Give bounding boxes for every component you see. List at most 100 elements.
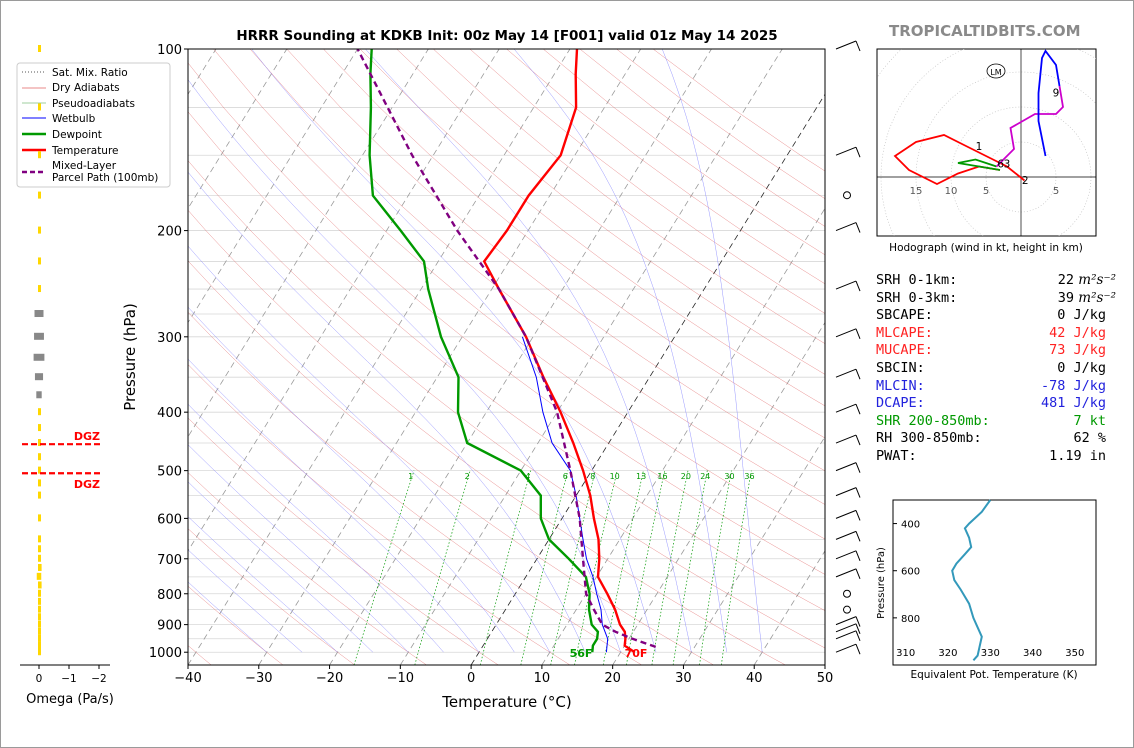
dry-adiabat [188,311,642,665]
wind-barb-shaft [835,568,857,578]
param-label: SBCAPE: [876,307,933,324]
theta-e-profile [951,499,992,661]
omega-bar [38,45,41,52]
mixing-ratio-line [550,470,596,665]
dry-adiabat [188,585,284,665]
calm-wind-circle [843,589,851,598]
moist-adiabat [188,516,338,653]
parameter-table: SRH 0-1km: 22 m²s⁻² SRH 0-3km: 39 m²s⁻² SBCA… [876,272,1116,466]
omega-bar [38,627,41,635]
wind-barb-shaft [835,630,857,640]
param-row: MLCIN: -78 J/kg [876,378,1116,396]
wind-barb-shaft [835,509,857,519]
mixing-ratio-label: 36 [744,472,754,481]
mixing-ratio-line [574,470,618,665]
isotherm-line [541,207,825,665]
wind-barb-flag [855,462,861,473]
param-value: -78 J/kg [1040,377,1106,394]
omega-bar [38,634,41,642]
param-value: 481 J/kg [1040,395,1106,412]
wind-barb-flag [855,434,861,446]
param-row: MUCAPE: 73 J/kg [876,342,1116,360]
hodograph-height-label: 6 [997,158,1004,170]
omega-bar [38,191,41,199]
omega-bar [38,408,41,416]
isotherm-line [188,49,571,665]
wind-barb-flag [855,280,861,292]
skew-t-plot-frame [187,48,826,666]
omega-bar [38,563,42,571]
omega-bar [38,641,41,649]
wind-barb-flag [855,550,861,561]
mixing-ratio-line [353,470,415,665]
theta-e-tick-label: 350 [1065,648,1084,659]
dry-adiabat [469,49,825,314]
calm-wind-circle [843,605,851,614]
moist-adiabat [188,481,374,653]
dry-adiabat [188,417,499,665]
y-tick-label: 800 [157,588,182,603]
mixing-ratio-label: 16 [657,472,667,481]
hodograph-height-label: 1 [976,141,983,153]
moist-adiabat [188,444,409,653]
param-row: SBCIN: 0 J/kg [876,360,1116,378]
wind-barb-flag [855,487,861,498]
x-tick-label: −40 [174,671,201,686]
legend-dry-adiabats: Dry Adiabats [52,82,120,94]
moist-adiabat [188,358,480,653]
x-tick-label: 30 [675,671,692,686]
dry-adiabat [188,209,786,665]
wind-barb-shaft [835,146,857,156]
hodograph-height-label: 9 [1053,88,1060,100]
moist-adiabat [188,306,515,653]
dgz-label: DGZ [74,430,100,443]
wind-barb-flag [855,510,861,521]
moist-adiabat [365,49,692,653]
param-unit: m²s⁻² [1074,272,1116,288]
isotherm-line [470,93,825,665]
param-label: DCAPE: [876,395,925,412]
omega-bar [38,453,41,461]
mixing-ratio-line [721,470,752,665]
omega-bar [38,103,41,111]
param-value: 0 J/kg [1057,307,1106,324]
hodograph-0-1km [893,134,1026,186]
omega-xlabel: Omega (Pa/s) [26,692,114,707]
isotherm-line [188,49,358,324]
wind-barb-flag [855,568,861,580]
mixing-ratio-line [414,470,471,665]
param-label: SHR 200-850mb: [876,412,990,429]
wind-barb-flag [855,222,861,233]
theta-e-y-tick-label: 600 [901,567,920,578]
param-row: RH 300-850mb: 62 % [876,430,1116,448]
legend-wetbulb: Wetbulb [52,113,96,125]
hodograph-ring-label: 5 [1053,186,1059,197]
wind-barb-shaft [835,623,857,633]
dry-adiabat [213,49,825,540]
isotherm-line [683,435,825,665]
y-tick-label: 200 [157,225,182,240]
wind-barb-flag [855,403,861,415]
hodograph-ring-label: 5 [983,186,989,197]
moist-adiabat [188,245,551,653]
mixing-ratio-label: 1 [408,472,413,481]
param-value: 7 kt [1073,412,1106,429]
isotherm-line [753,550,825,665]
omega-bar [38,620,41,628]
mixing-ratio-line [699,470,732,665]
omega-bar [38,589,41,597]
wind-barb-shaft [835,368,857,378]
skew-t-xlabel: Temperature (°C) [441,693,571,711]
omega-bar [38,226,41,234]
y-tick-label: 700 [157,553,182,568]
hodograph-ring-label: 10 [945,186,958,197]
hodograph-1-3km [957,158,1001,171]
series-temperature [482,49,636,654]
wind-barb-flag [855,531,861,542]
x-tick-label: −20 [316,671,343,686]
y-tick-label: 500 [157,465,182,480]
param-label: SRH 0-3km: [876,289,958,306]
series-mixed-layer-parcel-path-100mb- [356,49,657,649]
legend-mix-ratio: Sat. Mix. Ratio [52,67,128,79]
mixing-ratio-line [672,470,708,665]
